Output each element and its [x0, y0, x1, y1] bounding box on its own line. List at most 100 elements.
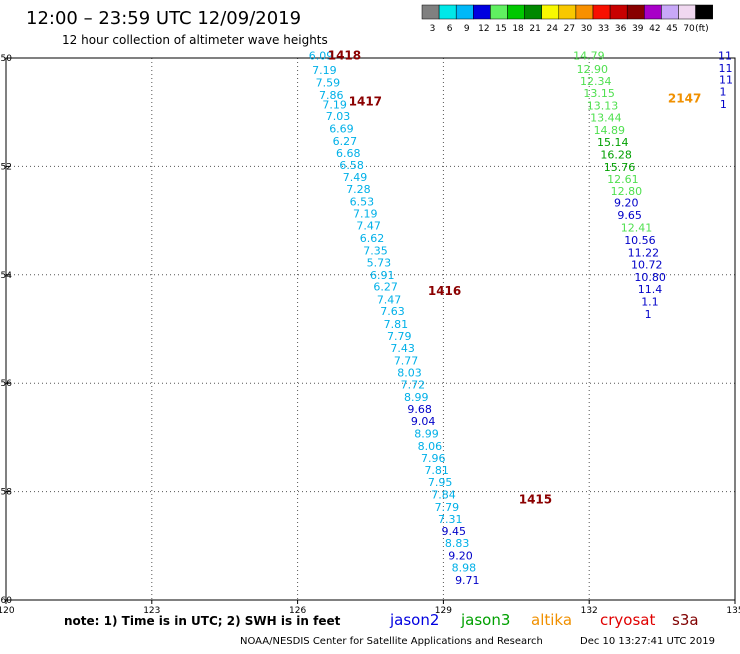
- wave-height-value: 7.03: [326, 110, 351, 123]
- credit-text: NOAA/NESDIS Center for Satellite Applica…: [240, 636, 543, 647]
- legend-tick-label: 45: [666, 24, 677, 34]
- map-title: 12:00 – 23:59 UTC 12/09/2019: [26, 8, 301, 29]
- legend-swatch: [558, 4, 577, 20]
- x-tick-label: 129: [435, 606, 452, 616]
- x-tick-label: 135: [726, 606, 740, 616]
- wave-height-value: 7.63: [380, 305, 405, 318]
- wave-height-value: 6.53: [350, 196, 375, 209]
- wave-height-value: 13.13: [587, 100, 619, 113]
- wave-height-value: 16.28: [600, 148, 632, 161]
- satellite-name-altika: altika: [531, 611, 572, 629]
- map-frame: [5, 57, 736, 601]
- wave-height-value: 7.96: [421, 452, 446, 465]
- legend-swatch: [626, 4, 645, 20]
- legend-swatch: [678, 4, 696, 20]
- legend-unit: (ft): [695, 24, 709, 34]
- legend-tick-label: 33: [598, 24, 609, 34]
- wave-height-value: 6.27: [373, 281, 398, 294]
- wave-height-value: 7.79: [387, 330, 412, 343]
- wave-height-value: 12.41: [621, 222, 653, 235]
- wave-height-value: 7.43: [390, 342, 415, 355]
- satellite-name-jason2: jason2: [389, 611, 439, 629]
- y-tick-label: -58: [0, 488, 12, 498]
- legend-tick-label: 27: [564, 24, 575, 34]
- wave-height-value: 9.65: [617, 209, 642, 222]
- axis-ticks: 120 123 126 129 132 135 -50 -52 -54 -56 -58 -60: [0, 54, 740, 616]
- wave-height-value: 7.28: [346, 183, 371, 196]
- legend-tick-label: 39: [632, 24, 644, 34]
- wave-height-value: 1: [720, 98, 727, 111]
- wave-height-value: 7.31: [438, 513, 463, 526]
- legend-swatch: [490, 4, 508, 20]
- legend-tick-label: 30: [581, 24, 593, 34]
- wave-height-value: 6.09: [309, 49, 334, 62]
- legend-swatch: [609, 4, 628, 20]
- wave-height-value: 15.14: [597, 136, 629, 149]
- legend-tick-label: 3: [430, 24, 436, 34]
- legend-swatch: [541, 4, 560, 20]
- wave-height-value: 9.45: [441, 525, 466, 538]
- note-text: note: 1) Time is in UTC; 2) SWH is in fe…: [64, 614, 341, 628]
- legend-swatch: [524, 4, 542, 20]
- satellite-name-cryosat: cryosat: [600, 611, 655, 629]
- wave-height-value: 11: [719, 74, 733, 87]
- wave-height-value: 8.99: [414, 428, 439, 441]
- wave-height-value: 14.79: [573, 49, 605, 62]
- pass-number-label: 1417: [349, 94, 382, 108]
- legend-swatch: [473, 4, 491, 20]
- satellite-name-s3a: s3a: [672, 611, 699, 629]
- wave-height-value: 9.68: [407, 403, 432, 416]
- legend-swatch: [507, 4, 525, 20]
- y-tick-label: -50: [0, 54, 12, 64]
- map-subtitle: 12 hour collection of altimeter wave hei…: [62, 33, 328, 47]
- legend-swatch: [438, 4, 457, 20]
- legend-tick-label: 21: [529, 24, 540, 34]
- track-altika-green: 14.7912.9012.3413.1513.1313.4414.8915.14…: [573, 49, 666, 321]
- y-tick-label: -54: [0, 271, 12, 281]
- timestamp-text: Dec 10 13:27:41 UTC 2019: [580, 636, 715, 647]
- wave-height-value: 7.35: [363, 244, 388, 257]
- wave-height-value: 8.83: [445, 537, 470, 550]
- lat-lon-grid: [6, 58, 735, 600]
- wave-height-value: 7.77: [394, 354, 419, 367]
- legend-tick-label: 24: [547, 24, 559, 34]
- wave-height-value: 7.81: [424, 464, 449, 477]
- wave-height-value: 8.98: [452, 561, 477, 574]
- legend-swatch: [455, 4, 474, 20]
- legend-swatch: [421, 4, 440, 20]
- pass-number-label: 2147: [668, 92, 701, 106]
- legend-swatch: [575, 4, 594, 20]
- wave-height-value: 7.84: [431, 488, 456, 501]
- legend-swatch: [661, 4, 679, 20]
- wave-height-value: 14.89: [594, 124, 626, 137]
- wave-height-value: 7.19: [312, 64, 337, 77]
- legend-tick-label: 70: [683, 24, 695, 34]
- satellite-name-jason3: jason3: [460, 611, 510, 629]
- wave-height-value: 12.80: [611, 185, 643, 198]
- legend-swatch: [644, 4, 662, 20]
- wave-height-value: 6.68: [336, 147, 361, 160]
- wave-height-value: 7.59: [316, 76, 341, 89]
- wave-height-value: 7.72: [401, 378, 426, 391]
- wave-height-value: 13.44: [590, 112, 622, 125]
- wave-height-value: 7.86: [319, 89, 344, 102]
- wave-height-value: 7.19: [322, 99, 347, 112]
- pass-number-label: 1418: [328, 48, 361, 62]
- x-tick-label: 126: [289, 606, 306, 616]
- wave-height-value: 9.20: [614, 197, 639, 210]
- legend-swatch: [592, 4, 611, 20]
- wave-height-value: 6.91: [370, 269, 395, 282]
- wave-height-value: 10.56: [624, 234, 656, 247]
- legend-tick-label: 6: [447, 24, 453, 34]
- wave-height-value: 1: [645, 308, 652, 321]
- wave-height-value: 11.4: [638, 283, 663, 296]
- wave-height-value: 5.73: [367, 256, 392, 269]
- wave-height-tracks: 6.097.197.597.867.197.036.696.276.686.58…: [309, 49, 733, 587]
- pass-labels: 1418 1417 1416 1415 2147: [328, 48, 702, 506]
- wave-height-value: 1: [719, 86, 726, 99]
- wave-height-value: 1.1: [641, 295, 659, 308]
- wave-height-value: 8.03: [397, 366, 422, 379]
- wave-height-value: 15.76: [604, 161, 636, 174]
